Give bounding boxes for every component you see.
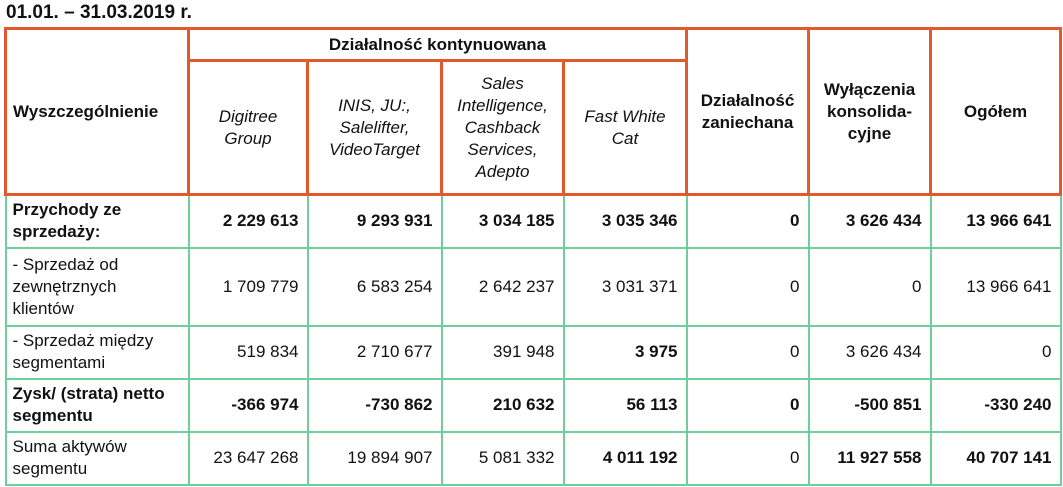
row-label: Zysk/ (strata) netto segmentu <box>4 377 190 433</box>
table-cell: 0 <box>685 324 810 380</box>
table-cell: 11 927 558 <box>807 430 932 486</box>
table-cell: 3 031 371 <box>562 246 688 327</box>
table-cell: 19 894 907 <box>306 430 443 486</box>
row-label: Przychody ze sprzedaży: <box>4 193 190 249</box>
table-cell: 13 966 641 <box>929 246 1062 327</box>
table-cell: 3 035 346 <box>562 193 688 249</box>
segment-table: Wyszczególnienie Działalność kontynuowan… <box>4 27 1063 486</box>
header-eliminations: Wyłączenia konsolida-cyjne <box>807 27 933 196</box>
table-cell: 1 709 779 <box>187 246 309 327</box>
table-cell: 6 583 254 <box>306 246 443 327</box>
table-cell: 0 <box>807 246 932 327</box>
header-total: Ogółem <box>929 27 1063 196</box>
table-cell: 391 948 <box>440 324 565 380</box>
table-cell: 13 966 641 <box>929 193 1062 249</box>
table-cell: 3 626 434 <box>807 324 932 380</box>
table-cell: 210 632 <box>440 377 565 433</box>
table-row: Zysk/ (strata) netto segmentu -366 974 -… <box>4 377 1062 433</box>
table-cell: 0 <box>685 246 810 327</box>
table-row: Przychody ze sprzedaży: 2 229 613 9 293 … <box>4 193 1062 249</box>
table-cell: 0 <box>685 430 810 486</box>
period-title: 01.01. – 31.03.2019 r. <box>6 2 192 23</box>
table-cell: 23 647 268 <box>187 430 309 486</box>
row-label: - Sprzedaż od zewnętrznych klientów <box>4 246 190 327</box>
table-cell: 3 975 <box>562 324 688 380</box>
table-cell: 3 034 185 <box>440 193 565 249</box>
header-row-segments: Digitree Group INIS, JU:, Salelifter, Vi… <box>6 59 1061 196</box>
table-cell: -730 862 <box>306 377 443 433</box>
table-cell: 0 <box>685 193 810 249</box>
table-cell: 4 011 192 <box>562 430 688 486</box>
table-cell: -366 974 <box>187 377 309 433</box>
table-cell: 0 <box>685 377 810 433</box>
table-row: - Sprzedaż od zewnętrznych klientów 1 70… <box>4 246 1062 327</box>
header-discontinued: Działalność zaniechana <box>685 27 811 196</box>
table-cell: 0 <box>929 324 1062 380</box>
table-cell: 56 113 <box>562 377 688 433</box>
row-label: Suma aktywów segmentu <box>4 430 190 486</box>
table-cell: -330 240 <box>929 377 1062 433</box>
table-cell: 2 710 677 <box>306 324 443 380</box>
header-segment: Fast White Cat <box>561 59 689 196</box>
table-cell: 5 081 332 <box>440 430 565 486</box>
table-cell: 2 642 237 <box>440 246 565 327</box>
header-item: Wyszczególnienie <box>4 27 190 196</box>
header-continuing: Działalność kontynuowana <box>186 27 689 62</box>
table-row: - Sprzedaż między segmentami 519 834 2 7… <box>4 324 1062 380</box>
table-cell: 2 229 613 <box>187 193 309 249</box>
table-cell: -500 851 <box>807 377 932 433</box>
row-label: - Sprzedaż między segmentami <box>4 324 190 380</box>
header-segment: Digitree Group <box>187 59 309 196</box>
table-cell: 3 626 434 <box>807 193 932 249</box>
table-row: Suma aktywów segmentu 23 647 268 19 894 … <box>4 430 1062 486</box>
table-cell: 40 707 141 <box>929 430 1062 486</box>
header-segment: INIS, JU:, Salelifter, VideoTarget <box>306 59 443 196</box>
header-segment: Sales Intelligence, Cashback Services, A… <box>440 59 565 196</box>
table-cell: 519 834 <box>187 324 309 380</box>
table-cell: 9 293 931 <box>306 193 443 249</box>
header-row-top: Wyszczególnienie Działalność kontynuowan… <box>4 27 1063 196</box>
